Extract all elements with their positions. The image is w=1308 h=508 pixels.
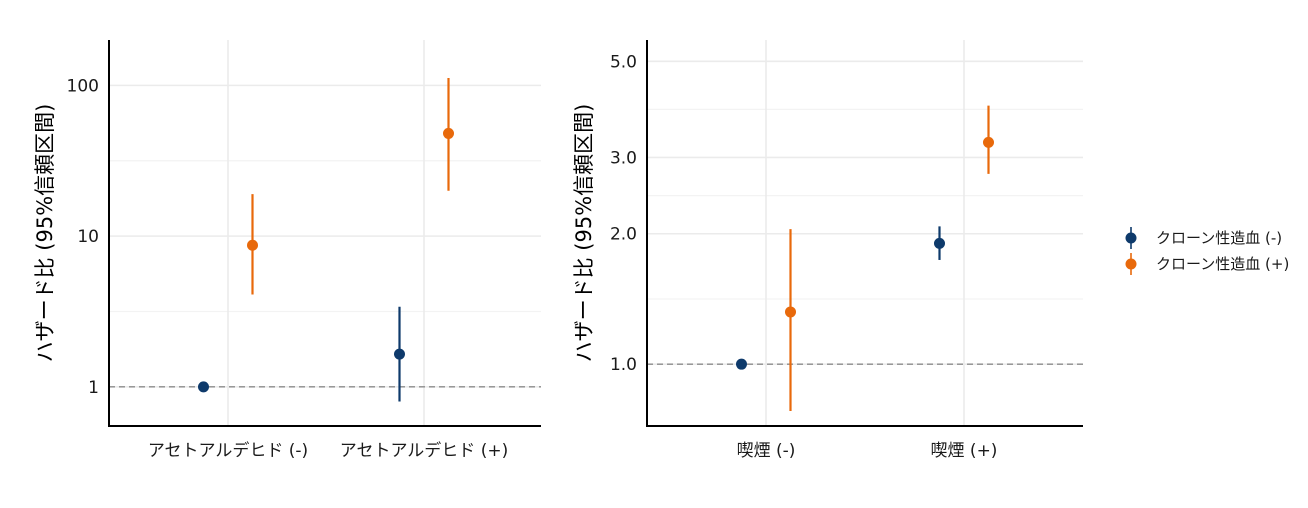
x-tick-label: アセトアルデヒド (+): [340, 440, 508, 461]
legend: クローン性造血 (-) クローン性造血 (+): [1125, 227, 1289, 275]
y-tick-label: 10: [77, 227, 99, 247]
y-tick-label: 3.0: [610, 148, 637, 168]
data-point: [934, 237, 945, 249]
data-point: [983, 136, 994, 148]
legend-label: クローン性造血 (-): [1156, 229, 1282, 247]
smoking-panel: 1.0 2.0 3.0 5.0 喫煙 (-) 喫煙 (+) ハザード比 (95%信頼区間): [572, 40, 1083, 461]
x-tick-label: アセトアルデヒド (-): [148, 440, 308, 461]
y-tick-label: 1.0: [610, 355, 637, 375]
acetaldehyde-panel: 1 10 100 アセトアルデヒド (-) アセトアルデヒド (+) ハザード比 (95%…: [33, 40, 541, 461]
data-point: [736, 358, 747, 370]
y-tick-label: 100: [67, 76, 99, 96]
data-point: [198, 381, 209, 393]
legend-key-dot: [1125, 232, 1137, 244]
data-point: [394, 348, 405, 360]
y-axis-title: ハザード比 (95%信頼区間): [572, 104, 596, 363]
legend-key-dot: [1125, 258, 1137, 270]
data-point: [785, 306, 796, 318]
y-tick-label: 1: [88, 378, 99, 398]
legend-label: クローン性造血 (+): [1156, 255, 1289, 273]
y-tick-label: 2.0: [610, 225, 637, 245]
y-tick-label: 5.0: [610, 52, 637, 72]
x-tick-label: 喫煙 (-): [737, 441, 796, 461]
data-point: [443, 127, 454, 139]
y-axis-title: ハザード比 (95%信頼区間): [33, 104, 57, 363]
x-tick-label: 喫煙 (+): [931, 441, 998, 461]
data-point: [247, 239, 258, 251]
